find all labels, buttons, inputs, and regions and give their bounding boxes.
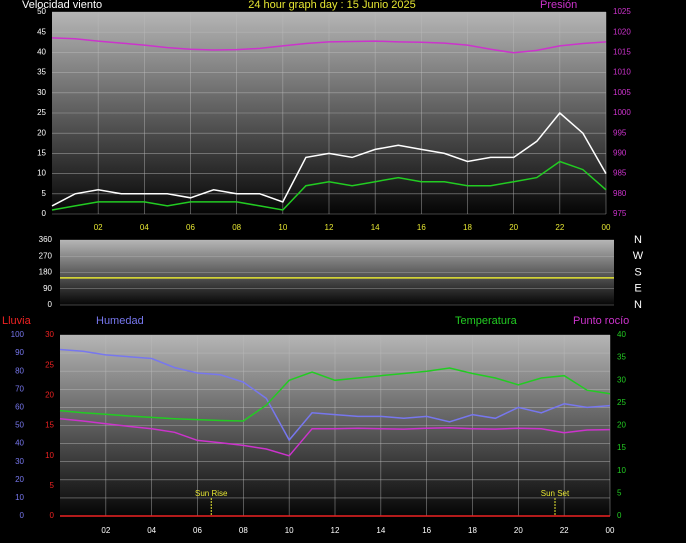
x-tick-label: 10	[278, 223, 287, 232]
y-tick-label: 0	[42, 209, 47, 218]
y2-tick-label: 995	[613, 128, 627, 137]
y2-tick-label: 1015	[613, 48, 631, 57]
x-tick-label: 06	[186, 223, 195, 232]
y2-tick-label: 980	[613, 189, 627, 198]
y2-tick-label: 1020	[613, 27, 631, 36]
series-line	[59, 348, 611, 442]
x-tick-label: 12	[325, 223, 334, 232]
y2-tick-label: 40	[617, 330, 626, 339]
temperature-label: Temperatura	[455, 315, 518, 327]
x-tick-label: 10	[285, 526, 294, 535]
compass-label: S	[634, 266, 641, 278]
y2-tick-label: 15	[617, 443, 626, 452]
y-tick-label: 25	[37, 108, 46, 117]
y-tick-label: 45	[37, 27, 46, 36]
x-tick-label: 02	[94, 223, 103, 232]
compass-label: E	[634, 283, 641, 295]
y-tick-label: 50	[15, 421, 24, 430]
x-tick-label: 00	[606, 526, 615, 535]
y-tick-label: 90	[43, 284, 52, 293]
y2-tick-label: 35	[617, 353, 626, 362]
y3-tick-label: 15	[45, 421, 54, 430]
humidity-label: Humedad	[96, 315, 144, 327]
y2-tick-label: 5	[617, 488, 622, 497]
series-line	[51, 160, 607, 211]
y3-tick-label: 5	[50, 481, 55, 490]
y-tick-label: 30	[15, 457, 24, 466]
x-tick-label: 08	[239, 526, 248, 535]
y-tick-label: 10	[37, 169, 46, 178]
series-line	[59, 367, 611, 422]
rain-label: Lluvia	[2, 315, 32, 327]
x-tick-label: 06	[193, 526, 202, 535]
y-tick-label: 40	[37, 48, 46, 57]
y-tick-label: 70	[15, 384, 24, 393]
y2-tick-label: 20	[617, 421, 626, 430]
y2-tick-label: 990	[613, 149, 627, 158]
series-line	[51, 111, 607, 207]
y2-tick-label: 30	[617, 375, 626, 384]
chart-title: 24 hour graph day : 15 Junio 2025	[248, 0, 416, 11]
y-tick-label: 360	[39, 235, 53, 244]
compass-label: N	[634, 234, 642, 246]
annotation: Sun Set	[541, 489, 570, 498]
x-tick-label: 12	[331, 526, 340, 535]
x-tick-label: 02	[101, 526, 110, 535]
x-tick-label: 04	[140, 223, 149, 232]
y-tick-label: 50	[37, 7, 46, 16]
y-tick-label: 10	[15, 493, 24, 502]
y-tick-label: 270	[39, 251, 53, 260]
y2-tick-label: 0	[617, 511, 622, 520]
y-tick-label: 60	[15, 403, 24, 412]
y3-tick-label: 0	[50, 511, 55, 520]
series-line	[51, 37, 607, 54]
y-tick-label: 15	[37, 149, 46, 158]
y-tick-label: 0	[48, 300, 53, 309]
y-tick-label: 180	[39, 268, 53, 277]
y-tick-label: 35	[37, 68, 46, 77]
y-tick-label: 90	[15, 348, 24, 357]
y-tick-label: 5	[42, 189, 47, 198]
compass-label: W	[633, 250, 644, 262]
x-tick-label: 22	[560, 526, 569, 535]
y3-tick-label: 20	[45, 390, 54, 399]
x-tick-label: 18	[463, 223, 472, 232]
y2-tick-label: 1025	[613, 7, 631, 16]
y3-tick-label: 30	[45, 330, 54, 339]
y-axis-label: Velocidad viento	[22, 0, 102, 11]
x-tick-label: 00	[602, 223, 611, 232]
y2-tick-label: 25	[617, 398, 626, 407]
y-tick-label: 40	[15, 439, 24, 448]
dewpoint-label: Punto rocío	[573, 315, 629, 327]
x-tick-label: 14	[376, 526, 385, 535]
y2-axis-label: Presión	[540, 0, 577, 11]
x-tick-label: 16	[417, 223, 426, 232]
y-tick-label: 80	[15, 366, 24, 375]
x-tick-label: 08	[232, 223, 241, 232]
y3-tick-label: 10	[45, 451, 54, 460]
compass-label: N	[634, 299, 642, 311]
y3-tick-label: 25	[45, 360, 54, 369]
y-tick-label: 30	[37, 88, 46, 97]
y-tick-label: 20	[15, 475, 24, 484]
y2-tick-label: 10	[617, 466, 626, 475]
y-tick-label: 100	[11, 330, 25, 339]
x-tick-label: 16	[422, 526, 431, 535]
series-line	[59, 417, 611, 457]
y2-tick-label: 1000	[613, 108, 631, 117]
y-tick-label: 20	[37, 128, 46, 137]
annotation: Sun Rise	[195, 489, 228, 498]
x-tick-label: 04	[147, 526, 156, 535]
x-tick-label: 22	[555, 223, 564, 232]
y2-tick-label: 1010	[613, 68, 631, 77]
y2-tick-label: 975	[613, 209, 627, 218]
x-tick-label: 18	[468, 526, 477, 535]
x-tick-label: 20	[514, 526, 523, 535]
x-tick-label: 20	[509, 223, 518, 232]
y2-tick-label: 985	[613, 169, 627, 178]
y2-tick-label: 1005	[613, 88, 631, 97]
x-tick-label: 14	[371, 223, 380, 232]
y-tick-label: 0	[20, 511, 25, 520]
